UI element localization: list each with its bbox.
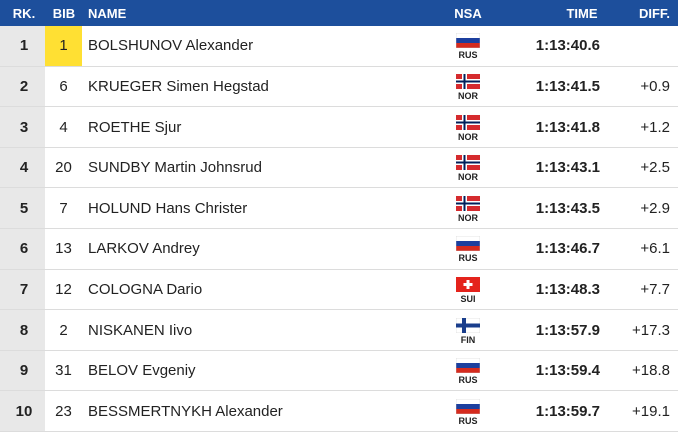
nsa-code: NOR bbox=[458, 131, 478, 142]
nsa-code: SUI bbox=[460, 293, 476, 304]
flag-icon bbox=[456, 73, 480, 89]
diff: +2.9 bbox=[640, 199, 670, 217]
rank: 1 bbox=[19, 37, 29, 55]
athlete-name: BELOV Evgeniy bbox=[88, 362, 196, 380]
rank: 10 bbox=[15, 402, 33, 420]
row bbox=[0, 67, 678, 108]
rank-cell bbox=[0, 147, 45, 188]
bib: 31 bbox=[55, 362, 72, 380]
row bbox=[0, 310, 678, 351]
rank: 6 bbox=[19, 240, 29, 258]
row bbox=[0, 148, 678, 189]
athlete-name: LARKOV Andrey bbox=[88, 240, 200, 258]
rank-cell bbox=[0, 229, 45, 269]
time: 1:13:41.5 bbox=[535, 77, 600, 95]
nsa-code: RUS bbox=[458, 375, 478, 386]
row bbox=[0, 351, 678, 392]
flag-icon bbox=[456, 155, 480, 171]
nsa-code: RUS bbox=[458, 253, 478, 264]
athlete-name: SUNDBY Martin Johnsrud bbox=[88, 159, 262, 177]
diff: +6.1 bbox=[640, 240, 670, 258]
time: 1:13:59.7 bbox=[535, 402, 600, 420]
rank-cell bbox=[0, 66, 45, 107]
flag-icon bbox=[456, 195, 480, 211]
bib: 23 bbox=[55, 402, 72, 420]
bib: 2 bbox=[59, 321, 68, 339]
flag-icon bbox=[456, 33, 480, 49]
diff: +17.3 bbox=[632, 321, 670, 339]
flag-icon bbox=[456, 236, 480, 252]
time: 1:13:41.8 bbox=[535, 118, 600, 136]
row bbox=[0, 107, 678, 148]
rank: 5 bbox=[19, 199, 29, 217]
athlete-name: COLOGNA Dario bbox=[88, 280, 203, 298]
time: 1:13:59.4 bbox=[535, 362, 600, 380]
nsa-code: NOR bbox=[458, 90, 478, 101]
time: 1:13:57.9 bbox=[535, 321, 600, 339]
athlete-name: ROETHE Sjur bbox=[88, 118, 182, 136]
nsa-code: RUS bbox=[458, 50, 478, 61]
header-bar bbox=[0, 0, 678, 26]
athlete-name: BOLSHUNOV Alexander bbox=[88, 37, 254, 55]
row bbox=[0, 270, 678, 311]
time: 1:13:46.7 bbox=[535, 240, 600, 258]
diff: +0.9 bbox=[640, 77, 670, 95]
flag-icon bbox=[456, 276, 480, 292]
bib-highlight bbox=[45, 26, 82, 66]
flag-icon bbox=[456, 114, 480, 130]
athlete-name: NISKANEN Iivo bbox=[88, 321, 193, 339]
time: 1:13:40.6 bbox=[535, 37, 600, 55]
nsa-code: FIN bbox=[460, 334, 476, 345]
header-label: TIME bbox=[566, 6, 598, 21]
rank: 8 bbox=[19, 321, 29, 339]
nsa-code: RUS bbox=[458, 415, 478, 426]
row bbox=[0, 188, 678, 229]
header-label: DIFF. bbox=[638, 6, 670, 21]
bib: 7 bbox=[59, 199, 68, 217]
flag-icon bbox=[456, 358, 480, 374]
bib: 4 bbox=[59, 118, 68, 136]
nsa-code: NOR bbox=[458, 212, 478, 223]
rank: 4 bbox=[19, 159, 29, 177]
rank-cell bbox=[0, 391, 45, 431]
flag-icon bbox=[456, 398, 480, 414]
rank-cell bbox=[0, 107, 45, 147]
nsa-code: NOR bbox=[458, 172, 478, 183]
rank-cell bbox=[0, 269, 45, 310]
diff: +2.5 bbox=[640, 159, 670, 177]
bib: 6 bbox=[59, 77, 68, 95]
diff: +1.2 bbox=[640, 118, 670, 136]
bib: 20 bbox=[55, 159, 72, 177]
header-label: NAME bbox=[88, 6, 127, 21]
rank: 9 bbox=[19, 362, 29, 380]
header-label: RK. bbox=[12, 6, 36, 21]
diff: +7.7 bbox=[640, 280, 670, 298]
row bbox=[0, 229, 678, 270]
time: 1:13:43.1 bbox=[535, 159, 600, 177]
row bbox=[0, 26, 678, 67]
rank-cell bbox=[0, 188, 45, 228]
diff: +19.1 bbox=[632, 402, 670, 420]
athlete-name: KRUEGER Simen Hegstad bbox=[88, 77, 269, 95]
time: 1:13:43.5 bbox=[535, 199, 600, 217]
rank: 7 bbox=[19, 280, 29, 298]
bib: 1 bbox=[59, 37, 68, 55]
rank: 2 bbox=[19, 77, 29, 95]
rank-cell bbox=[0, 350, 45, 391]
rank-cell bbox=[0, 310, 45, 350]
diff: +18.8 bbox=[632, 362, 670, 380]
bib: 12 bbox=[55, 280, 72, 298]
bib: 13 bbox=[55, 240, 72, 258]
athlete-name: BESSMERTNYKH Alexander bbox=[88, 402, 283, 420]
header-label: NSA bbox=[454, 6, 482, 21]
row bbox=[0, 391, 678, 432]
rank: 3 bbox=[19, 118, 29, 136]
time: 1:13:48.3 bbox=[535, 280, 600, 298]
header-label: BIB bbox=[52, 6, 76, 21]
flag-icon bbox=[456, 317, 480, 333]
rank-cell bbox=[0, 26, 45, 66]
athlete-name: HOLUND Hans Christer bbox=[88, 199, 248, 217]
